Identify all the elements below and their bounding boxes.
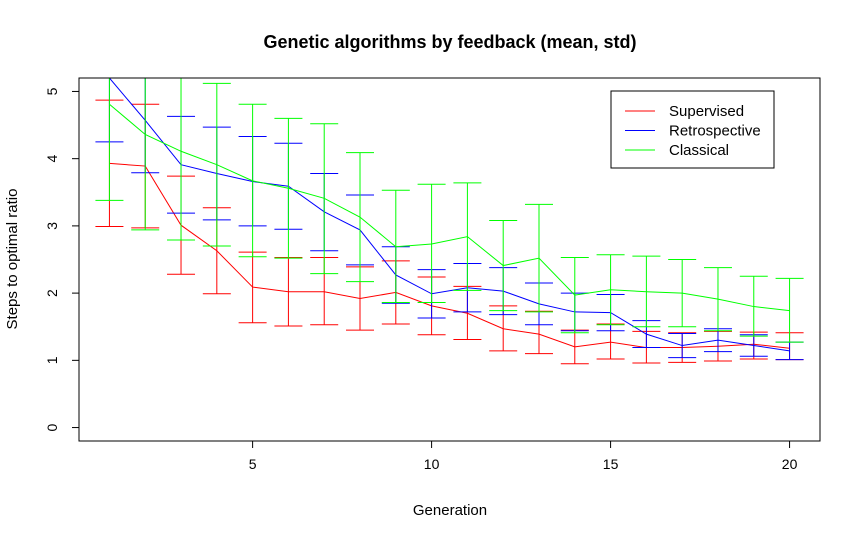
series-line-classical — [109, 103, 790, 312]
plot-area — [95, 78, 804, 365]
series-retrospective — [95, 78, 804, 361]
series-line-supervised — [109, 162, 790, 349]
x-tick-label: 15 — [603, 456, 619, 472]
y-tick-label: 1 — [44, 356, 60, 364]
x-axis-label: Generation — [413, 502, 487, 519]
legend-entry: Supervised — [669, 103, 744, 120]
y-tick-label: 5 — [44, 87, 60, 95]
plot-frame — [78, 77, 821, 442]
x-tick-label: 10 — [424, 456, 440, 472]
x-axis: 5 10 15 20 — [249, 441, 798, 472]
y-axis: 0 1 2 3 4 5 — [44, 87, 79, 431]
legend-entry: Retrospective — [669, 123, 761, 140]
chart-title: Genetic algorithms by feedback (mean, st… — [263, 32, 636, 52]
legend-entry: Classical — [669, 142, 729, 159]
x-tick-label: 20 — [782, 456, 798, 472]
x-tick-label: 5 — [249, 456, 257, 472]
legend: Supervised Retrospective Classical — [610, 90, 775, 169]
y-tick-label: 0 — [44, 423, 60, 431]
legend-box — [610, 90, 775, 169]
y-axis-label: Steps to optimal ratio — [4, 189, 21, 330]
y-tick-label: 3 — [44, 222, 60, 230]
y-tick-label: 2 — [44, 289, 60, 297]
series-classical — [95, 78, 804, 343]
series-line-retrospective — [109, 78, 790, 352]
y-tick-label: 4 — [44, 155, 60, 163]
